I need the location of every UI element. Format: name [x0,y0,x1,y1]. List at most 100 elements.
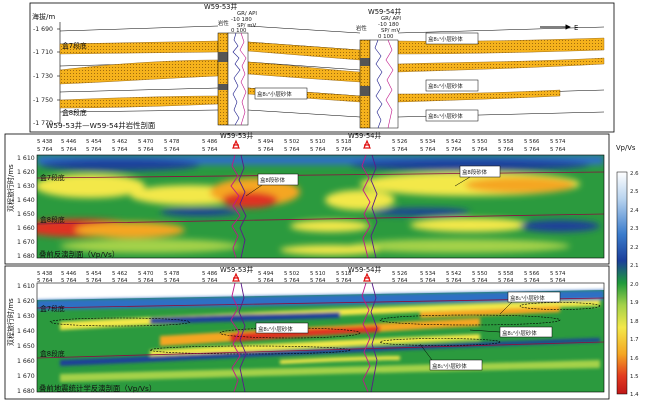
panel-b-well-name: W59-54井 [348,131,381,140]
panel-b-y-tick: 1 640 [17,197,35,204]
panel-c-y-tick: 1 630 [17,313,35,320]
panel-b-cdp-tick: 5 438 [37,139,53,145]
panel-c-cdp-tick: 5 574 [550,271,566,277]
colorbar: Vp/Vs 2.6 2.5 2.4 2.3 2.2 2.1 2.0 1.9 1.… [616,144,639,398]
panel-a-right-well: W59-54井 GR/ API -10 180 岩性 SP/ mV 0 100 [356,7,401,129]
panel-c-statistical-inversion: 5 438 5 446 5 454 5 462 5 470 5 478 5 48… [4,265,610,400]
panel-b-well-name: W59-53井 [220,131,253,140]
panel-c-cdp-tick: 5 534 [420,271,436,277]
panel-c-cdp-tick-line2: 5 764 [258,278,274,284]
panel-c-callouts: 盒8₁¹小层砂体 盒8₁²小层砂体 盒8₁²小层砂体 盒8₁¹小层砂体 [255,291,561,371]
panel-c-cdp-tick: 5 542 [446,271,461,277]
panel-b-cdp-tick-line2: 5 764 [498,147,514,153]
panel-c-cdp-tick: 5 566 [524,271,540,277]
panel-c-cdp-tick-line2: 5 764 [138,278,154,284]
panel-a-y-tick: -1 710 [33,49,53,56]
panel-c-cdp-tick: 5 486 [202,271,218,277]
panel-c-cdp-axis: 5 438 5 446 5 454 5 462 5 470 5 478 5 48… [37,271,566,284]
panel-c-cdp-tick-line2: 5 764 [498,278,514,284]
panel-b-top-label: 盒7段底 [40,173,65,182]
panel-b-cdp-tick-line2: 5 764 [392,147,408,153]
colorbar-tick: 2.2 [630,245,639,251]
panel-b-cdp-tick-line2: 5 764 [310,147,326,153]
colorbar-tick: 1.6 [630,356,639,362]
panel-a-callouts: 盒8₁¹小层砂体 盒8₁²小层砂体 盒8₁²小层砂体 盒8₁¹小层砂体 [254,32,479,122]
panel-a-right-well-sp-range: 0 100 [378,34,394,40]
panel-b-cdp-tick-line2: 5 764 [524,147,540,153]
panel-a-right-well-gr-range: -10 180 [378,22,399,28]
panel-c-cdp-tick: 5 454 [86,271,102,277]
panel-c-y-tick: 1 680 [17,388,35,395]
panel-a-sand-bodies [59,37,605,109]
panel-b-y-tick: 1 620 [17,169,35,176]
panel-b-bottom-label: 盒8段底 [40,215,65,224]
panel-a-right-well-sp: SP/ mV [381,28,400,34]
panel-c-top-label: 盒7段底 [40,304,65,313]
panel-b-cdp-tick-line2: 5 764 [61,147,77,153]
panel-c-well-name: W59-53井 [220,265,253,274]
panel-b-cdp-tick: 5 558 [498,139,514,145]
panel-a-direction: E [540,24,578,32]
panel-b-cdp-tick: 5 478 [164,139,180,145]
panel-b-callout: 盒8段砂体 [462,168,488,176]
panel-c-y-tick: 1 660 [17,358,35,365]
panel-c-cdp-tick: 5 518 [336,271,352,277]
panel-b-cdp-tick-line2: 5 764 [164,147,180,153]
panel-b-well-markers: W59-53井 W59-54井 [220,131,381,149]
panel-c-well-name: W59-54井 [348,265,381,274]
panel-c-y-tick: 1 610 [17,283,35,290]
panel-a-y-tick: -1 730 [33,73,53,80]
panel-c-cdp-tick: 5 494 [258,271,274,277]
panel-a-left-well-lith: 岩性 [218,19,229,27]
panel-c-cdp-tick: 5 462 [112,271,127,277]
panel-b-cdp-tick-line2: 5 764 [37,147,53,153]
well-derrick-icon [232,272,240,282]
panel-b-cdp-tick-line2: 5 764 [550,147,566,153]
colorbar-tick: 1.5 [630,374,639,380]
panel-c-cdp-tick: 5 470 [138,271,154,277]
panel-c-y-tick: 1 650 [17,343,35,350]
panel-b-caption: 叠前反演剖面（Vp/Vs） [39,250,119,259]
panel-c-cdp-tick-line2: 5 764 [524,278,540,284]
panel-c-cdp-tick-line2: 5 764 [446,278,462,284]
panel-c-caption: 叠前地震统计学反演剖面（Vp/Vs） [39,384,156,393]
panel-c-cdp-tick: 5 446 [61,271,77,277]
panel-a-y-title: 海拔/m [32,12,55,21]
panel-c-cdp-tick-line2: 5 764 [164,278,180,284]
panel-b-prestack-inversion: 5 438 5 446 5 454 5 462 5 470 5 478 5 48… [4,131,610,265]
panel-c-callout: 盒8₁¹小层砂体 [510,294,545,302]
colorbar-tick: 1.8 [630,319,639,325]
panel-b-cdp-tick-line2: 5 764 [138,147,154,153]
panel-a-right-well-gr: GR/ API [381,16,401,22]
colorbar-tick: 2.6 [630,171,639,177]
panel-a-right-well-lith: 岩性 [356,24,367,32]
panel-b-cdp-tick-line2: 5 764 [336,147,352,153]
colorbar-title: Vp/Vs [616,144,636,152]
panel-b-cdp-tick: 5 518 [336,139,352,145]
panel-b-cdp-tick: 5 486 [202,139,218,145]
panel-c-cdp-tick-line2: 5 764 [472,278,488,284]
panel-c-cdp-tick: 5 558 [498,271,514,277]
panel-c-bottom-label: 盒8段底 [40,349,65,358]
panel-a-left-well-name: W59-53井 [204,2,237,11]
panel-c-y-tick: 1 620 [17,298,35,305]
panel-b-cdp-tick-line2: 5 764 [86,147,102,153]
well-derrick-icon [363,272,371,282]
panel-b-y-tick: 1 650 [17,211,35,218]
panel-b-inversion-field [37,155,604,258]
panel-b-y-tick: 1 610 [17,155,35,162]
panel-b-y-tick: 1 670 [17,239,35,246]
panel-b-cdp-tick: 5 502 [284,139,299,145]
panel-c-cdp-tick-line2: 5 764 [86,278,102,284]
panel-c-cdp-tick: 5 502 [284,271,299,277]
panel-a-callout: 盒8₁²小层砂体 [257,90,292,98]
panel-c-sand-outlines [49,302,601,355]
panel-b-y-tick: 1 630 [17,183,35,190]
panel-b-cdp-tick: 5 550 [472,139,488,145]
panel-b-cdp-tick: 5 574 [550,139,566,145]
colorbar-ticks: 2.6 2.5 2.4 2.3 2.2 2.1 2.0 1.9 1.8 1.7 … [630,171,639,398]
colorbar-gradient [616,171,628,395]
panel-b-cdp-tick: 5 566 [524,139,540,145]
panel-b-cdp-tick: 5 526 [392,139,408,145]
